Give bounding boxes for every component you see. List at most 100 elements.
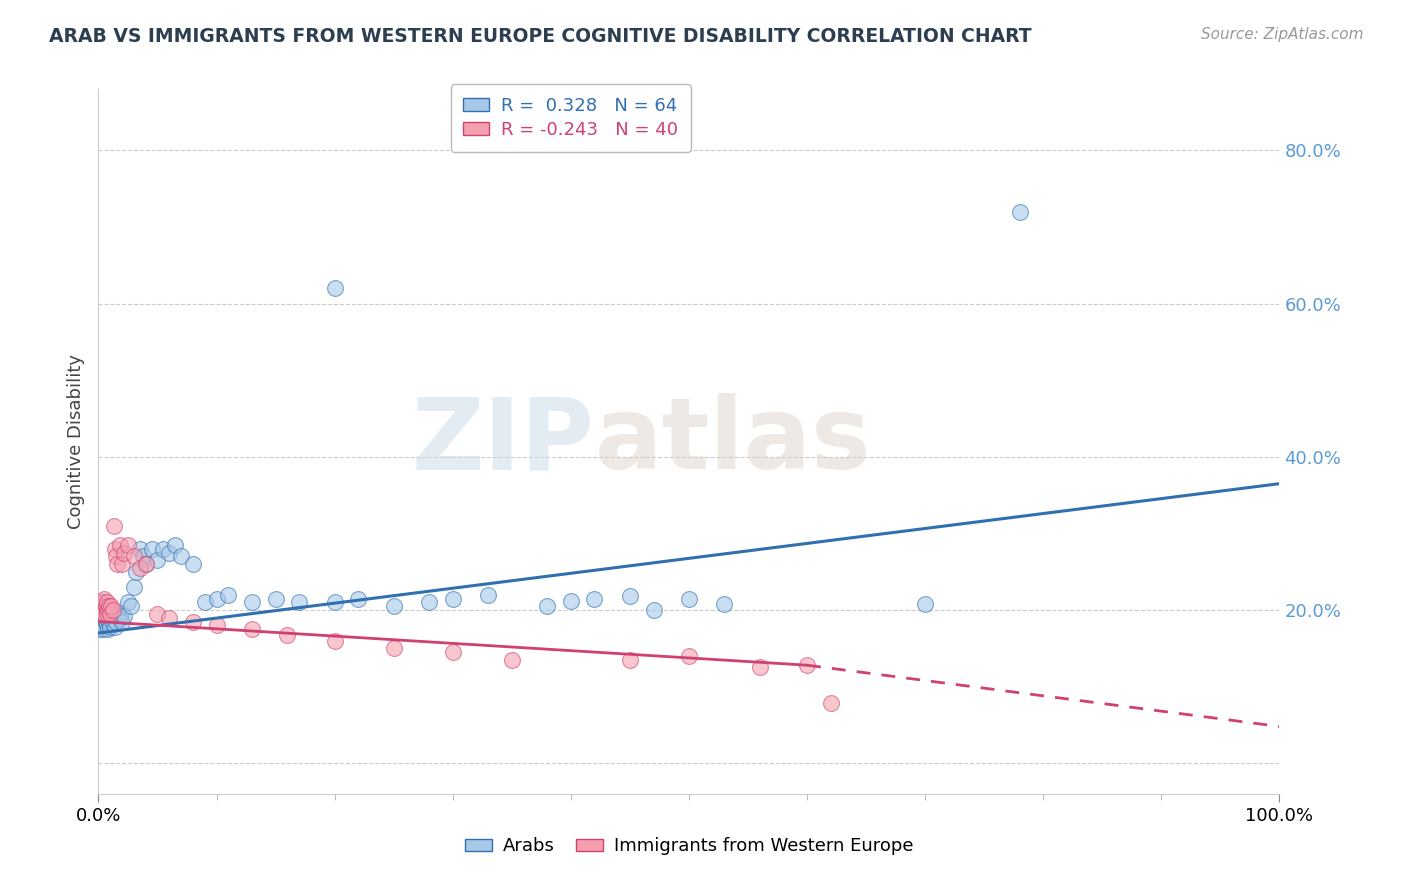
Point bbox=[820, 697, 842, 711]
Point bbox=[103, 518, 125, 533]
Point bbox=[288, 595, 311, 609]
Point bbox=[501, 653, 523, 667]
Point bbox=[101, 616, 124, 631]
Point bbox=[110, 606, 132, 620]
Point bbox=[152, 541, 174, 556]
Point bbox=[157, 546, 180, 560]
Point bbox=[98, 620, 121, 634]
Point bbox=[796, 658, 818, 673]
Point bbox=[96, 607, 118, 621]
Point bbox=[205, 618, 228, 632]
Point bbox=[146, 553, 169, 567]
Point bbox=[91, 599, 114, 614]
Point bbox=[94, 599, 117, 614]
Point bbox=[619, 653, 641, 667]
Point bbox=[165, 538, 187, 552]
Point bbox=[240, 622, 263, 636]
Point bbox=[104, 620, 127, 634]
Point bbox=[94, 615, 117, 629]
Point bbox=[91, 595, 114, 609]
Point bbox=[441, 645, 464, 659]
Point bbox=[97, 610, 120, 624]
Point bbox=[91, 603, 114, 617]
Point bbox=[100, 599, 122, 614]
Point bbox=[98, 615, 121, 629]
Point bbox=[97, 603, 120, 617]
Point bbox=[98, 607, 121, 621]
Point bbox=[94, 603, 117, 617]
Text: atlas: atlas bbox=[595, 393, 872, 490]
Point bbox=[91, 607, 114, 621]
Point bbox=[194, 595, 217, 609]
Point bbox=[264, 591, 287, 606]
Point bbox=[117, 538, 139, 552]
Point bbox=[678, 648, 700, 663]
Point bbox=[90, 595, 112, 609]
Point bbox=[91, 607, 114, 621]
Point bbox=[111, 557, 134, 571]
Point bbox=[117, 595, 139, 609]
Point bbox=[108, 538, 131, 552]
Point bbox=[146, 607, 169, 621]
Point bbox=[205, 591, 228, 606]
Point bbox=[93, 591, 115, 606]
Point bbox=[125, 565, 148, 579]
Y-axis label: Cognitive Disability: Cognitive Disability bbox=[66, 354, 84, 529]
Point bbox=[181, 615, 204, 629]
Point bbox=[104, 541, 127, 556]
Point bbox=[135, 557, 157, 571]
Point bbox=[93, 622, 115, 636]
Point bbox=[128, 561, 150, 575]
Point bbox=[98, 609, 121, 624]
Point bbox=[128, 541, 150, 556]
Point bbox=[240, 595, 263, 609]
Point bbox=[713, 597, 735, 611]
Point bbox=[418, 595, 440, 609]
Point bbox=[89, 603, 111, 617]
Text: Source: ZipAtlas.com: Source: ZipAtlas.com bbox=[1201, 27, 1364, 42]
Point bbox=[441, 591, 464, 606]
Point bbox=[100, 612, 122, 626]
Point bbox=[121, 599, 143, 614]
Point bbox=[111, 615, 134, 629]
Point bbox=[583, 591, 606, 606]
Point bbox=[91, 618, 114, 632]
Point bbox=[96, 618, 118, 632]
Point bbox=[89, 622, 111, 636]
Point bbox=[217, 588, 239, 602]
Point bbox=[678, 591, 700, 606]
Point bbox=[141, 541, 163, 556]
Point bbox=[170, 549, 193, 564]
Point bbox=[96, 595, 118, 609]
Point bbox=[105, 615, 128, 629]
Point bbox=[323, 595, 346, 609]
Point bbox=[347, 591, 370, 606]
Point bbox=[157, 610, 180, 624]
Point bbox=[112, 546, 135, 560]
Point bbox=[105, 549, 128, 564]
Point bbox=[1008, 204, 1031, 219]
Point bbox=[643, 603, 665, 617]
Point bbox=[135, 557, 157, 571]
Point bbox=[477, 588, 499, 602]
Point bbox=[323, 633, 346, 648]
Point bbox=[93, 610, 115, 624]
Text: ZIP: ZIP bbox=[412, 393, 595, 490]
Point bbox=[382, 599, 405, 614]
Text: ARAB VS IMMIGRANTS FROM WESTERN EUROPE COGNITIVE DISABILITY CORRELATION CHART: ARAB VS IMMIGRANTS FROM WESTERN EUROPE C… bbox=[49, 27, 1032, 45]
Point bbox=[105, 609, 128, 624]
Point bbox=[103, 607, 125, 621]
Point bbox=[98, 603, 121, 617]
Point bbox=[132, 549, 155, 564]
Point bbox=[536, 599, 558, 614]
Point bbox=[382, 641, 405, 656]
Point bbox=[323, 281, 346, 295]
Point bbox=[122, 549, 145, 564]
Point bbox=[560, 594, 582, 608]
Point bbox=[122, 580, 145, 594]
Point bbox=[93, 607, 115, 621]
Point bbox=[914, 597, 936, 611]
Point bbox=[748, 660, 770, 674]
Point bbox=[90, 615, 112, 629]
Point bbox=[619, 589, 641, 603]
